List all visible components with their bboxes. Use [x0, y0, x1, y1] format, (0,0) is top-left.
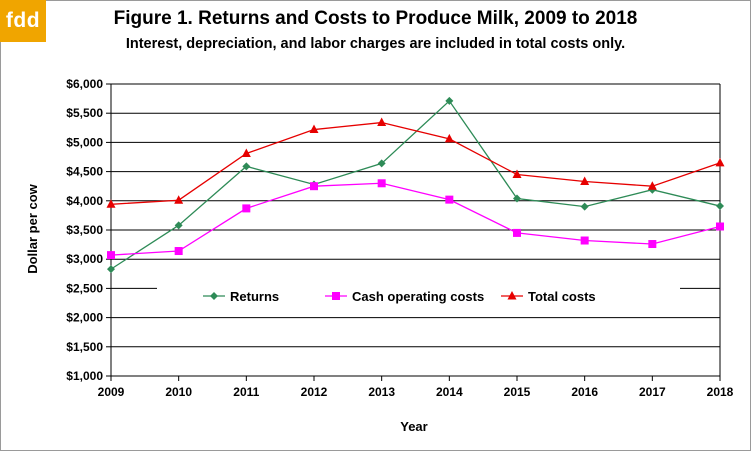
x-tick-label: 2018 — [707, 385, 734, 399]
series-cash-operating-costs — [107, 179, 724, 260]
x-axis-title: Year — [400, 419, 427, 434]
x-tick-label: 2016 — [571, 385, 598, 399]
legend-marker-returns — [210, 292, 218, 300]
data-point-returns — [445, 96, 454, 105]
chart-title: Figure 1. Returns and Costs to Produce M… — [113, 8, 638, 29]
y-tick-label: $3,500 — [66, 223, 103, 237]
y-tick-label: $4,000 — [66, 194, 103, 208]
data-point-total-costs — [309, 124, 319, 134]
y-tick-labels: $1,000 $1,500 $2,000 $2,500 $3,000 $3,500 $4,0… — [66, 77, 103, 383]
data-point-cash-operating-costs — [310, 182, 318, 191]
data-point-cash-operating-costs — [716, 222, 724, 231]
legend: Returns Cash operating costs Total costs — [157, 284, 680, 308]
legend-marker-cash-operating-costs — [332, 292, 340, 300]
legend-label-total-costs: Total costs — [528, 289, 596, 304]
data-point-cash-operating-costs — [107, 251, 115, 260]
data-point-cash-operating-costs — [174, 247, 183, 256]
series-line-returns — [110, 99, 721, 270]
data-point-cash-operating-costs — [648, 240, 657, 249]
x-tick-label: 2013 — [368, 385, 395, 399]
y-tick-label: $6,000 — [66, 77, 103, 91]
x-tick-label: 2009 — [98, 385, 125, 399]
legend-item-returns: Returns — [203, 289, 279, 304]
legend-label-cash-operating-costs: Cash operating costs — [352, 289, 484, 304]
x-tick-label: 2011 — [233, 385, 259, 399]
x-tick-label: 2017 — [639, 385, 666, 399]
fdd-logo: fdd — [0, 0, 46, 42]
axes — [106, 83, 721, 381]
data-point-cash-operating-costs — [377, 179, 386, 188]
data-point-returns — [107, 265, 115, 274]
data-point-cash-operating-costs — [242, 204, 251, 213]
y-axis-title: Dollar per cow — [25, 183, 40, 273]
x-tick-labels: 2009 2010 2011 2012 2013 2014 2015 2016 2017 2018 — [98, 385, 734, 399]
legend-box — [157, 284, 680, 308]
legend-label-returns: Returns — [230, 289, 279, 304]
data-point-total-costs — [377, 117, 387, 127]
data-point-cash-operating-costs — [580, 236, 589, 245]
x-tick-label: 2010 — [165, 385, 192, 399]
y-tick-label: $1,000 — [66, 369, 103, 383]
data-point-total-costs — [174, 195, 184, 204]
y-tick-label: $1,500 — [66, 340, 103, 354]
y-tick-label: $3,000 — [66, 252, 103, 266]
data-point-cash-operating-costs — [513, 228, 521, 237]
legend-item-cash-operating-costs: Cash operating costs — [325, 289, 484, 304]
data-point-total-costs — [241, 148, 251, 157]
series-layer — [106, 96, 725, 274]
data-point-total-costs — [580, 176, 590, 186]
data-point-returns — [513, 194, 521, 203]
data-point-returns — [377, 159, 386, 168]
data-point-returns — [716, 202, 724, 211]
y-tick-label: $4,500 — [66, 165, 103, 179]
y-tick-label: $5,500 — [66, 106, 103, 120]
x-tick-label: 2014 — [436, 385, 463, 399]
data-point-total-costs — [647, 181, 657, 190]
data-point-total-costs — [512, 169, 522, 179]
y-tick-label: $5,000 — [66, 135, 103, 149]
data-point-total-costs — [106, 199, 116, 208]
legend-marker-total-costs — [507, 291, 517, 300]
data-point-cash-operating-costs — [445, 195, 454, 204]
series-total-costs — [106, 117, 725, 208]
data-point-returns — [580, 202, 589, 211]
data-point-total-costs — [444, 133, 454, 143]
chart-subtitle: Interest, depreciation, and labor charge… — [125, 36, 626, 52]
series-line-total-costs — [110, 121, 721, 205]
data-point-returns — [242, 162, 251, 171]
data-point-returns — [174, 221, 183, 230]
x-tick-label: 2012 — [301, 385, 328, 399]
y-tick-label: $2,500 — [66, 281, 103, 295]
data-point-total-costs — [715, 157, 725, 167]
legend-item-total-costs: Total costs — [501, 289, 596, 304]
x-tick-label: 2015 — [504, 385, 531, 399]
y-tick-label: $2,000 — [66, 311, 103, 325]
series-line-cash-operating-costs — [110, 182, 721, 256]
